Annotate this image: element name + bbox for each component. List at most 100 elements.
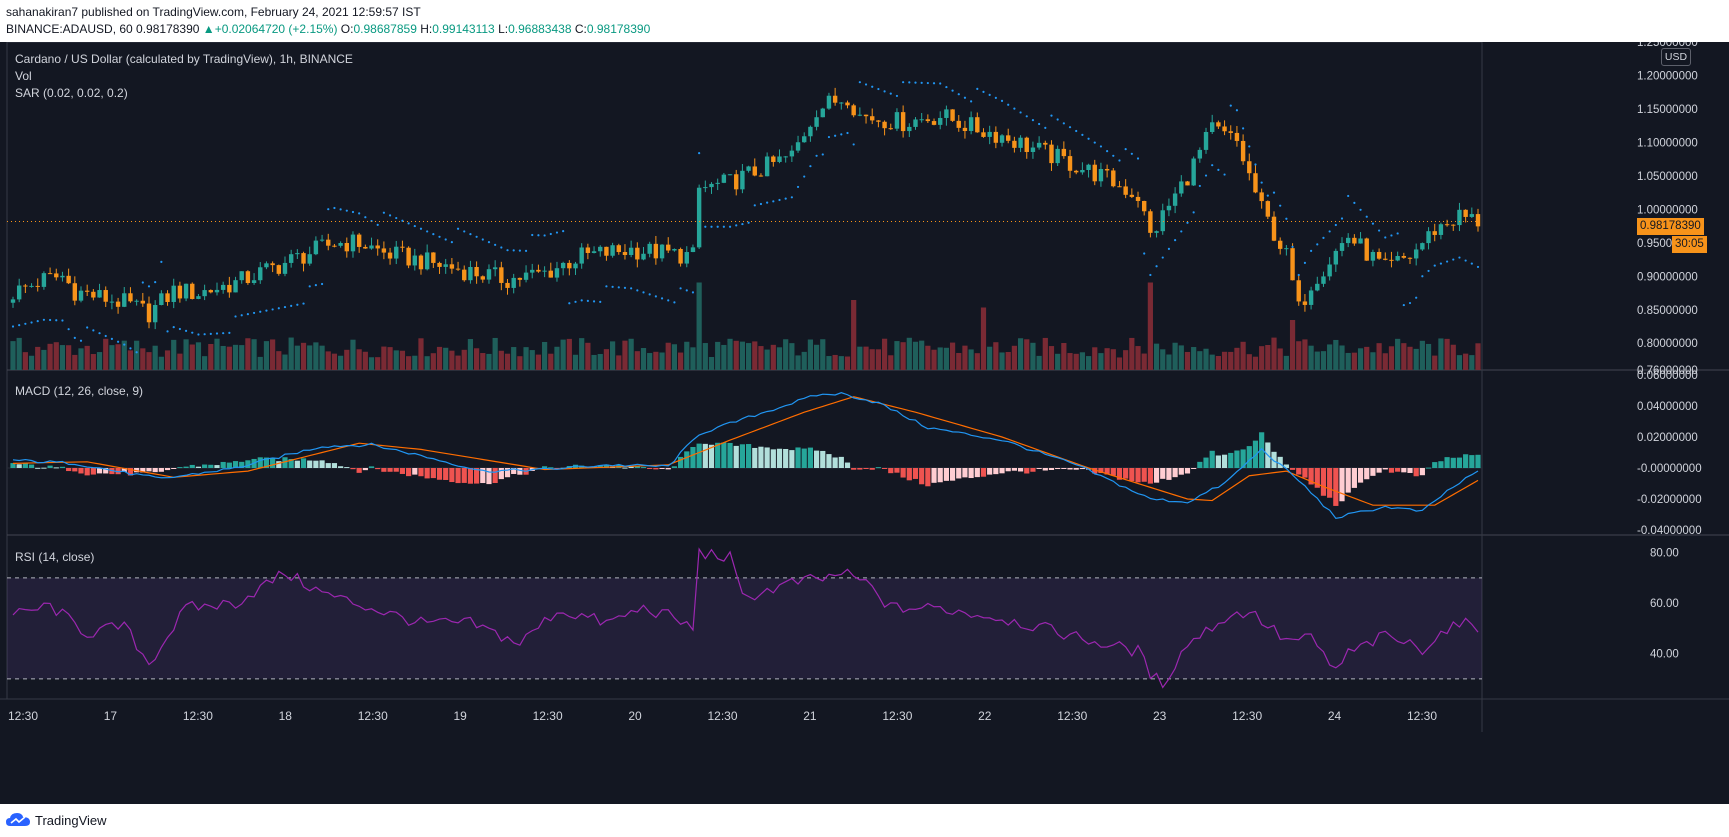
volume-bar — [1252, 356, 1259, 370]
candle-body — [1321, 276, 1326, 284]
volume-bar — [455, 355, 461, 370]
candle-body — [653, 243, 659, 259]
sar-dot — [1316, 243, 1319, 246]
volume-bar — [869, 349, 875, 370]
candle-body — [1451, 224, 1456, 226]
macd-histogram-bar — [245, 460, 251, 468]
volume-bar — [16, 337, 22, 370]
candle-body — [672, 248, 677, 251]
sar-dot — [599, 300, 602, 303]
tradingview-logo[interactable]: TradingView — [6, 812, 107, 828]
sar-dot — [1334, 223, 1337, 227]
candle-body — [523, 272, 529, 280]
currency-badge[interactable]: USD — [1661, 48, 1691, 66]
volume-bar — [622, 340, 628, 370]
macd-histogram-bar — [1030, 468, 1036, 472]
macd-histogram-bar — [1407, 468, 1413, 473]
sar-dot — [902, 81, 905, 84]
volume-bar — [1388, 346, 1395, 370]
volume-bar — [41, 349, 47, 370]
sar-dot — [753, 204, 756, 207]
volume-bar — [1191, 347, 1197, 370]
sar-dot — [252, 311, 256, 315]
sar-dot — [494, 243, 497, 246]
volume-bar — [1129, 337, 1135, 370]
price-tick-label: 0.76000000 — [1637, 365, 1698, 377]
volume-bar — [1221, 351, 1228, 370]
candle-body — [746, 166, 751, 171]
candle-body — [220, 284, 226, 290]
macd-histogram-bar — [603, 464, 610, 468]
macd-histogram-bar — [232, 461, 239, 468]
sar-dot — [395, 216, 398, 220]
macd-histogram-bar — [1042, 468, 1048, 471]
sar-dot — [1421, 275, 1424, 278]
sar-dot — [271, 308, 274, 311]
price-tick-label: 1.10000000 — [1637, 137, 1698, 149]
candle-body — [851, 105, 856, 116]
volume-bar — [263, 341, 270, 370]
candle-body — [84, 290, 90, 292]
sar-dot — [759, 202, 763, 206]
sar-dot — [327, 208, 330, 211]
macd-histogram-bar — [313, 460, 319, 468]
volume-bar — [158, 356, 164, 370]
sar-dot — [994, 96, 997, 99]
sar-dot — [1272, 191, 1276, 194]
candle-body — [72, 283, 78, 301]
chart-canvas[interactable]: 1.25000000 1.20000000 1.15000000 1.10000000… — [0, 42, 1729, 804]
sar-dot — [259, 310, 262, 313]
sar-dot — [160, 260, 163, 263]
macd-histogram-bar — [912, 468, 919, 479]
macd-histogram-bar — [1432, 462, 1438, 468]
sar-dot — [1390, 234, 1393, 237]
sar-dot — [1013, 107, 1016, 110]
sar-dot — [463, 230, 466, 233]
candle-body — [573, 263, 578, 269]
sar-dot — [852, 143, 855, 146]
sar-dot — [24, 322, 27, 325]
volume-bar — [220, 345, 226, 370]
volume-bar — [1357, 348, 1364, 370]
candle-body — [968, 117, 974, 132]
macd-histogram-bar — [758, 446, 764, 468]
macd-histogram-bar — [1456, 457, 1463, 468]
sar-dot — [685, 289, 688, 292]
candle-body — [876, 120, 881, 122]
macd-histogram-bar — [325, 463, 331, 468]
candle-body — [950, 109, 955, 121]
macd-histogram-bar — [1277, 456, 1283, 468]
macd-histogram-bar — [1036, 468, 1042, 469]
candle-body — [1253, 173, 1258, 193]
macd-histogram-bar — [171, 468, 177, 469]
volume-bar — [727, 338, 733, 370]
volume-bar — [443, 347, 449, 370]
macd-histogram-bar — [90, 468, 96, 475]
chart-area[interactable]: 1.25000000 1.20000000 1.15000000 1.10000000… — [0, 42, 1729, 804]
candle-body — [41, 273, 47, 287]
volume-bar — [232, 344, 239, 370]
macd-histogram-bar — [1073, 468, 1079, 470]
sar-dot — [240, 314, 243, 317]
sar-dot — [388, 214, 392, 217]
macd-histogram-bar — [1246, 446, 1252, 468]
sar-dot — [1415, 296, 1418, 299]
sar-dot — [407, 222, 410, 225]
sar-dot — [116, 340, 120, 343]
macd-histogram-bar — [1364, 468, 1370, 480]
volume-bar — [1395, 338, 1401, 370]
volume-bar — [980, 307, 987, 370]
sar-dot — [456, 227, 460, 230]
volume-bar — [177, 353, 183, 370]
macd-histogram-bar — [1191, 468, 1197, 469]
macd-histogram-bar — [931, 468, 937, 483]
macd-histogram-bar — [542, 466, 548, 468]
volume-bar — [480, 353, 486, 370]
volume-bar — [307, 345, 313, 370]
candle-body — [307, 254, 312, 264]
macd-histogram-bar — [671, 466, 678, 468]
candle-body — [1018, 137, 1023, 148]
sar-dot — [197, 333, 200, 336]
sar-dot — [957, 93, 960, 96]
candle-body — [938, 117, 943, 125]
